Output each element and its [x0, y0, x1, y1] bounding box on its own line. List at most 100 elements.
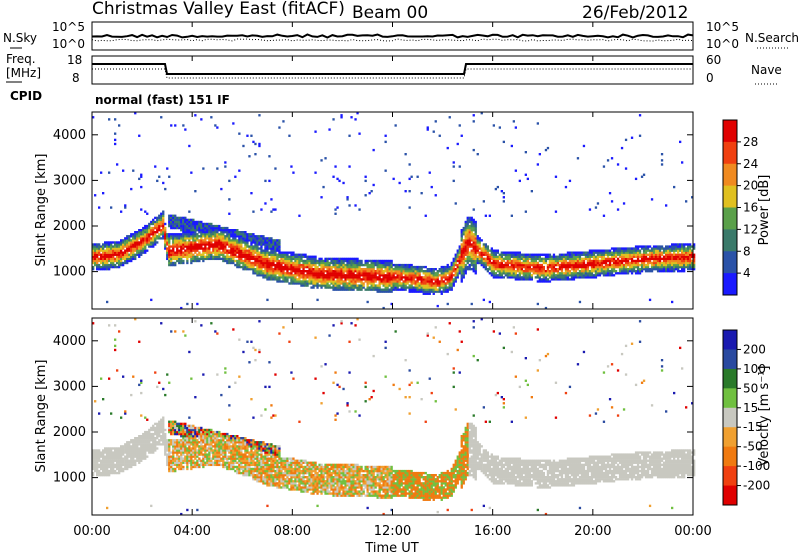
power-cell	[312, 272, 315, 275]
power-cell	[114, 249, 117, 252]
power-cell	[484, 251, 487, 254]
power-cell	[586, 257, 590, 261]
velocity-cell	[128, 453, 131, 456]
power-cell	[156, 241, 159, 244]
power-cell	[142, 247, 145, 250]
power-cell	[240, 245, 243, 248]
power-cell	[366, 272, 369, 275]
power-cell	[194, 235, 197, 238]
power-cell	[470, 302, 473, 306]
power-cell	[366, 259, 369, 263]
power-cell	[667, 249, 670, 252]
power-cell	[290, 255, 293, 258]
power-cell	[366, 263, 369, 267]
power-cell	[160, 231, 163, 234]
power-cell	[254, 245, 257, 248]
power-cell	[568, 179, 572, 183]
power-cell	[178, 251, 181, 254]
power-cell	[230, 261, 233, 265]
power-cell	[196, 247, 199, 250]
velocity-cell	[166, 441, 169, 444]
velocity-cell	[166, 453, 169, 456]
power-cell	[170, 224, 173, 228]
power-cell	[198, 224, 201, 228]
power-cell	[392, 272, 395, 275]
power-cell	[544, 261, 548, 265]
power-cell	[526, 259, 529, 263]
velocity-cell	[110, 469, 113, 473]
power-cell	[602, 253, 606, 256]
power-cell	[687, 245, 690, 248]
power-cell	[182, 226, 185, 230]
power-cell	[280, 268, 283, 271]
power-cell	[114, 259, 117, 263]
power-cell	[628, 257, 632, 261]
power-cell	[138, 249, 141, 252]
power-cell	[300, 274, 303, 277]
power-cell	[518, 179, 521, 183]
power-cell	[394, 270, 397, 273]
power-cell	[478, 259, 481, 263]
power-cell	[298, 274, 301, 277]
power-cell	[198, 259, 201, 263]
power-cell	[448, 270, 451, 273]
velocity-cell	[120, 455, 123, 458]
power-cell	[248, 263, 251, 267]
power-cell	[488, 214, 491, 217]
power-cell	[416, 270, 419, 273]
power-cell	[180, 239, 183, 242]
power-cell	[198, 245, 201, 248]
power-cell	[673, 261, 676, 265]
power-cell	[130, 247, 133, 250]
power-cell	[112, 255, 115, 258]
power-cell	[224, 235, 227, 238]
power-cell	[202, 231, 205, 234]
power-cell	[96, 265, 99, 269]
power-cell	[134, 255, 137, 258]
power-cell	[326, 257, 329, 261]
power-cell	[380, 290, 383, 293]
power-cell	[438, 290, 441, 293]
power-cell	[284, 272, 287, 275]
power-cell	[344, 274, 347, 277]
power-cell	[650, 261, 654, 265]
power-cell	[346, 278, 349, 281]
power-cell	[324, 259, 327, 263]
power-cell	[667, 263, 670, 267]
velocity-cell	[152, 432, 155, 436]
power-cell	[348, 286, 351, 289]
velocity-cell	[140, 451, 143, 454]
power-cell	[404, 190, 407, 193]
velocity-cell	[152, 439, 155, 442]
power-cell	[344, 280, 347, 283]
power-cell	[428, 284, 431, 287]
power-cell	[610, 255, 614, 258]
power-cell	[452, 280, 455, 283]
power-cell	[512, 272, 515, 275]
power-cell	[246, 243, 249, 246]
power-cell	[184, 253, 187, 256]
power-cell	[212, 247, 215, 250]
power-cell	[236, 265, 239, 269]
power-cell	[570, 251, 574, 254]
power-cell	[198, 251, 201, 254]
power-cell	[216, 239, 219, 242]
power-cell	[628, 268, 632, 271]
power-cell	[398, 280, 401, 283]
power-cell	[174, 216, 177, 220]
power-cell	[685, 249, 688, 252]
power-cell	[174, 235, 177, 238]
power-cell	[160, 212, 163, 215]
power-cell	[194, 190, 197, 193]
power-cell	[560, 274, 564, 277]
power-cell	[606, 255, 610, 258]
power-cell	[679, 249, 682, 252]
power-cell	[284, 261, 287, 265]
power-cell	[624, 268, 628, 271]
power-cell	[166, 235, 169, 238]
power-cell	[687, 249, 690, 252]
power-cell	[168, 253, 171, 256]
power-cell	[272, 253, 275, 256]
power-cell	[278, 270, 281, 273]
